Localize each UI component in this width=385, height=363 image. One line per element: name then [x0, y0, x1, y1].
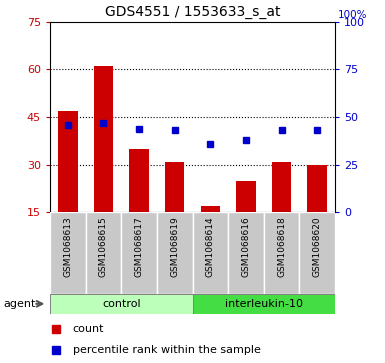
Text: control: control — [102, 299, 141, 309]
Text: 100%: 100% — [338, 11, 367, 20]
Text: GSM1068619: GSM1068619 — [170, 216, 179, 277]
Bar — [272, 162, 291, 212]
Bar — [264, 212, 300, 294]
Text: percentile rank within the sample: percentile rank within the sample — [73, 345, 261, 355]
Text: GSM1068614: GSM1068614 — [206, 216, 215, 277]
Text: GSM1068616: GSM1068616 — [241, 216, 250, 277]
Bar — [50, 212, 85, 294]
Bar — [228, 212, 264, 294]
Bar — [236, 181, 256, 212]
Bar — [307, 165, 327, 212]
Text: GSM1068615: GSM1068615 — [99, 216, 108, 277]
Title: GDS4551 / 1553633_s_at: GDS4551 / 1553633_s_at — [105, 5, 280, 19]
Text: agent: agent — [4, 299, 36, 309]
Bar — [300, 212, 335, 294]
Bar — [192, 212, 228, 294]
Bar — [85, 212, 121, 294]
Bar — [50, 294, 192, 314]
Text: count: count — [73, 324, 104, 334]
Bar — [192, 294, 335, 314]
Bar — [129, 149, 149, 212]
Bar — [94, 66, 113, 212]
Text: GSM1068618: GSM1068618 — [277, 216, 286, 277]
Bar — [165, 162, 184, 212]
Text: GSM1068620: GSM1068620 — [313, 216, 321, 277]
Bar — [58, 111, 78, 212]
Bar — [201, 206, 220, 212]
Bar — [157, 212, 192, 294]
Text: GSM1068613: GSM1068613 — [64, 216, 72, 277]
Bar — [121, 212, 157, 294]
Text: interleukin-10: interleukin-10 — [225, 299, 303, 309]
Text: GSM1068617: GSM1068617 — [135, 216, 144, 277]
